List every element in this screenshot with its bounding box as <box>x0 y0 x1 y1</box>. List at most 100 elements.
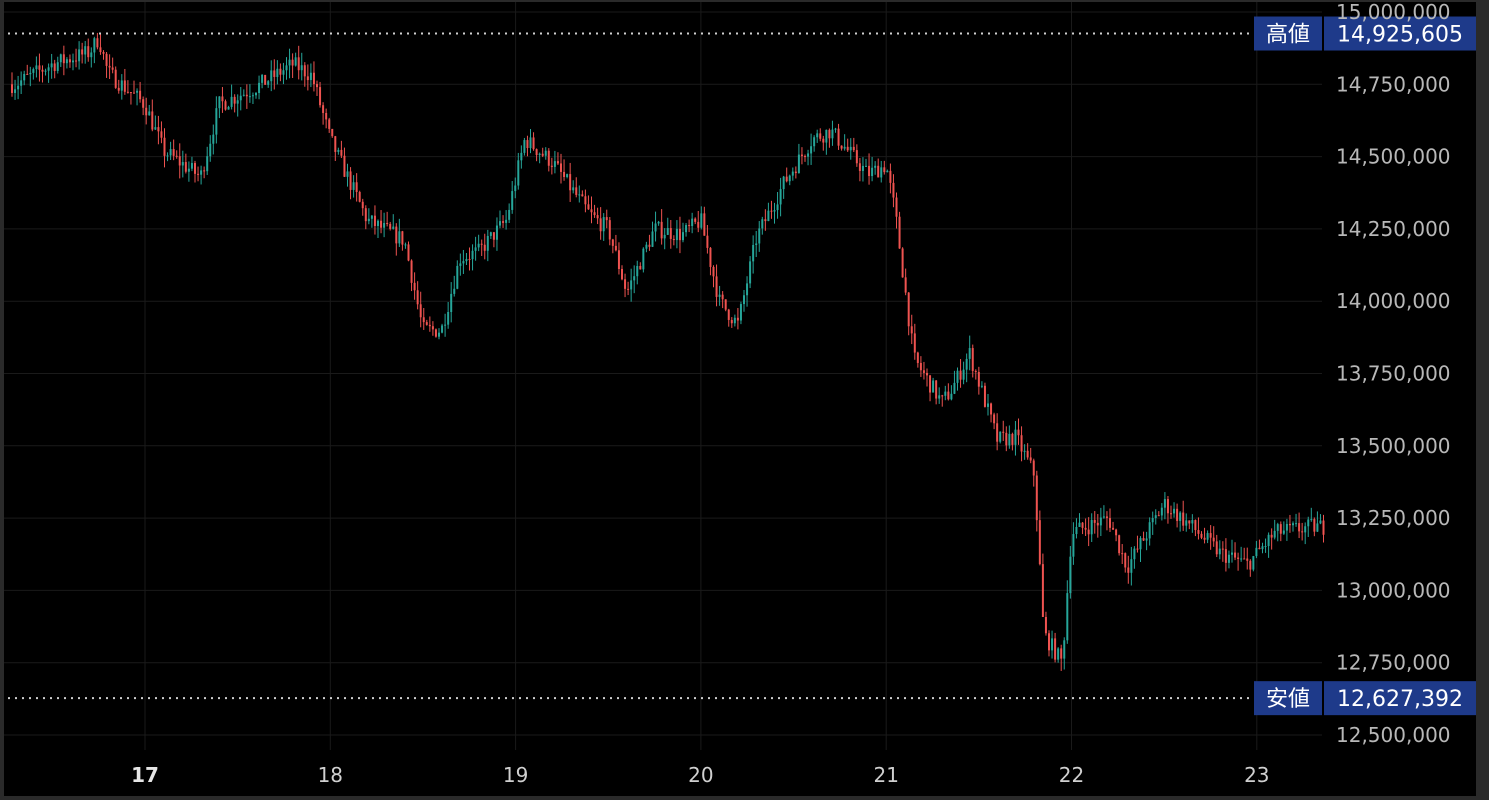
candle-body <box>1023 450 1026 452</box>
candle-body <box>697 221 700 228</box>
candle-body <box>1279 524 1282 534</box>
candle-body <box>965 358 968 370</box>
candle-body <box>35 65 38 70</box>
candle-body <box>566 174 569 177</box>
candle-body <box>959 370 962 380</box>
candle-body <box>944 391 947 396</box>
candles <box>11 32 1325 671</box>
candle-body <box>712 266 715 277</box>
candle-body <box>160 131 163 138</box>
candle-body <box>68 59 71 63</box>
candle-body <box>1240 558 1243 560</box>
candle-body <box>395 226 398 244</box>
x-axis: 17 18 19 20 21 22 23 <box>131 763 1269 787</box>
candle-body <box>492 232 495 240</box>
candle-body <box>758 228 761 244</box>
candle-body <box>303 65 306 77</box>
candle-body <box>59 54 62 63</box>
high-low-markers: 高値 14,925,605 安値 12,627,392 <box>8 16 1476 716</box>
candle-body <box>1087 529 1090 535</box>
candle-body <box>212 134 215 144</box>
candle-body <box>1310 519 1313 521</box>
candle-body <box>572 187 575 191</box>
candle-body <box>99 47 102 53</box>
candle-body <box>977 371 980 387</box>
candle-body <box>349 171 352 190</box>
candle-body <box>553 161 556 167</box>
candle-body <box>1258 547 1261 550</box>
candle-body <box>1044 616 1047 634</box>
y-axis: 15,000,000 14,750,000 14,500,000 14,250,000… <box>1336 2 1451 747</box>
candle-body <box>709 247 712 267</box>
y-tick-label: 14,500,000 <box>1336 145 1451 169</box>
candle-body <box>337 149 340 152</box>
candle-body <box>84 46 87 55</box>
candle-body <box>682 232 684 241</box>
candle-body <box>1206 533 1209 540</box>
candle-body <box>584 196 587 205</box>
candle-body <box>898 216 901 249</box>
candle-body <box>1020 435 1023 452</box>
candle-body <box>157 127 160 132</box>
candle-body <box>438 332 440 337</box>
candle-body <box>892 182 895 198</box>
candle-body <box>175 155 178 157</box>
candle-body <box>1270 534 1273 538</box>
candle-body <box>913 333 916 353</box>
candle-body <box>221 96 224 102</box>
candle-body <box>1127 567 1130 573</box>
candle-body <box>865 165 867 167</box>
candle-body <box>1057 648 1060 660</box>
candle-body <box>245 94 248 97</box>
candle-body <box>23 73 26 81</box>
candle-body <box>108 65 111 68</box>
candle-body <box>529 137 532 149</box>
candle-body <box>1099 517 1102 526</box>
candle-body <box>987 403 989 407</box>
candle-body <box>1148 522 1151 539</box>
candle-body <box>666 228 669 235</box>
candle-body <box>910 326 913 334</box>
candle-body <box>587 204 590 210</box>
candle-body <box>44 70 47 72</box>
candle-body <box>877 165 880 178</box>
candle-body <box>102 52 105 54</box>
candle-body <box>544 150 547 156</box>
candle-body <box>660 221 663 239</box>
candle-body <box>1060 648 1063 659</box>
candle-body <box>837 128 840 146</box>
candle-body <box>541 153 544 156</box>
candle-body <box>593 212 596 216</box>
candle-body <box>569 174 572 191</box>
candle-body <box>81 49 84 55</box>
candle-body <box>605 217 608 221</box>
candle-body <box>1093 519 1096 523</box>
candle-body <box>1112 527 1115 530</box>
candle-body <box>358 192 361 202</box>
candle-body <box>1102 516 1105 518</box>
candle-body <box>843 146 846 149</box>
candle-body <box>1038 520 1041 565</box>
candle-body <box>523 140 526 153</box>
candle-body <box>236 100 239 104</box>
candle-body <box>996 423 999 442</box>
candle-body <box>346 171 349 177</box>
candle-body <box>343 155 346 177</box>
candle-body <box>508 209 511 220</box>
candle-body <box>377 220 379 226</box>
candle-body <box>316 84 318 88</box>
candle-body <box>1084 527 1087 530</box>
candle-body <box>502 221 505 223</box>
candle-body <box>334 136 337 152</box>
candle-body <box>1063 640 1066 659</box>
candle-body <box>1234 552 1237 558</box>
candle-body <box>617 250 620 270</box>
candle-body <box>901 248 904 278</box>
candle-body <box>907 292 910 327</box>
price-chart[interactable]: 高値 14,925,605 安値 12,627,392 15,000,000 14,75… <box>4 2 1476 796</box>
candle-body <box>648 244 651 247</box>
candle-body <box>495 225 498 240</box>
candle-body <box>486 235 489 251</box>
candle-body <box>1231 552 1233 555</box>
candle-body <box>1209 533 1212 538</box>
